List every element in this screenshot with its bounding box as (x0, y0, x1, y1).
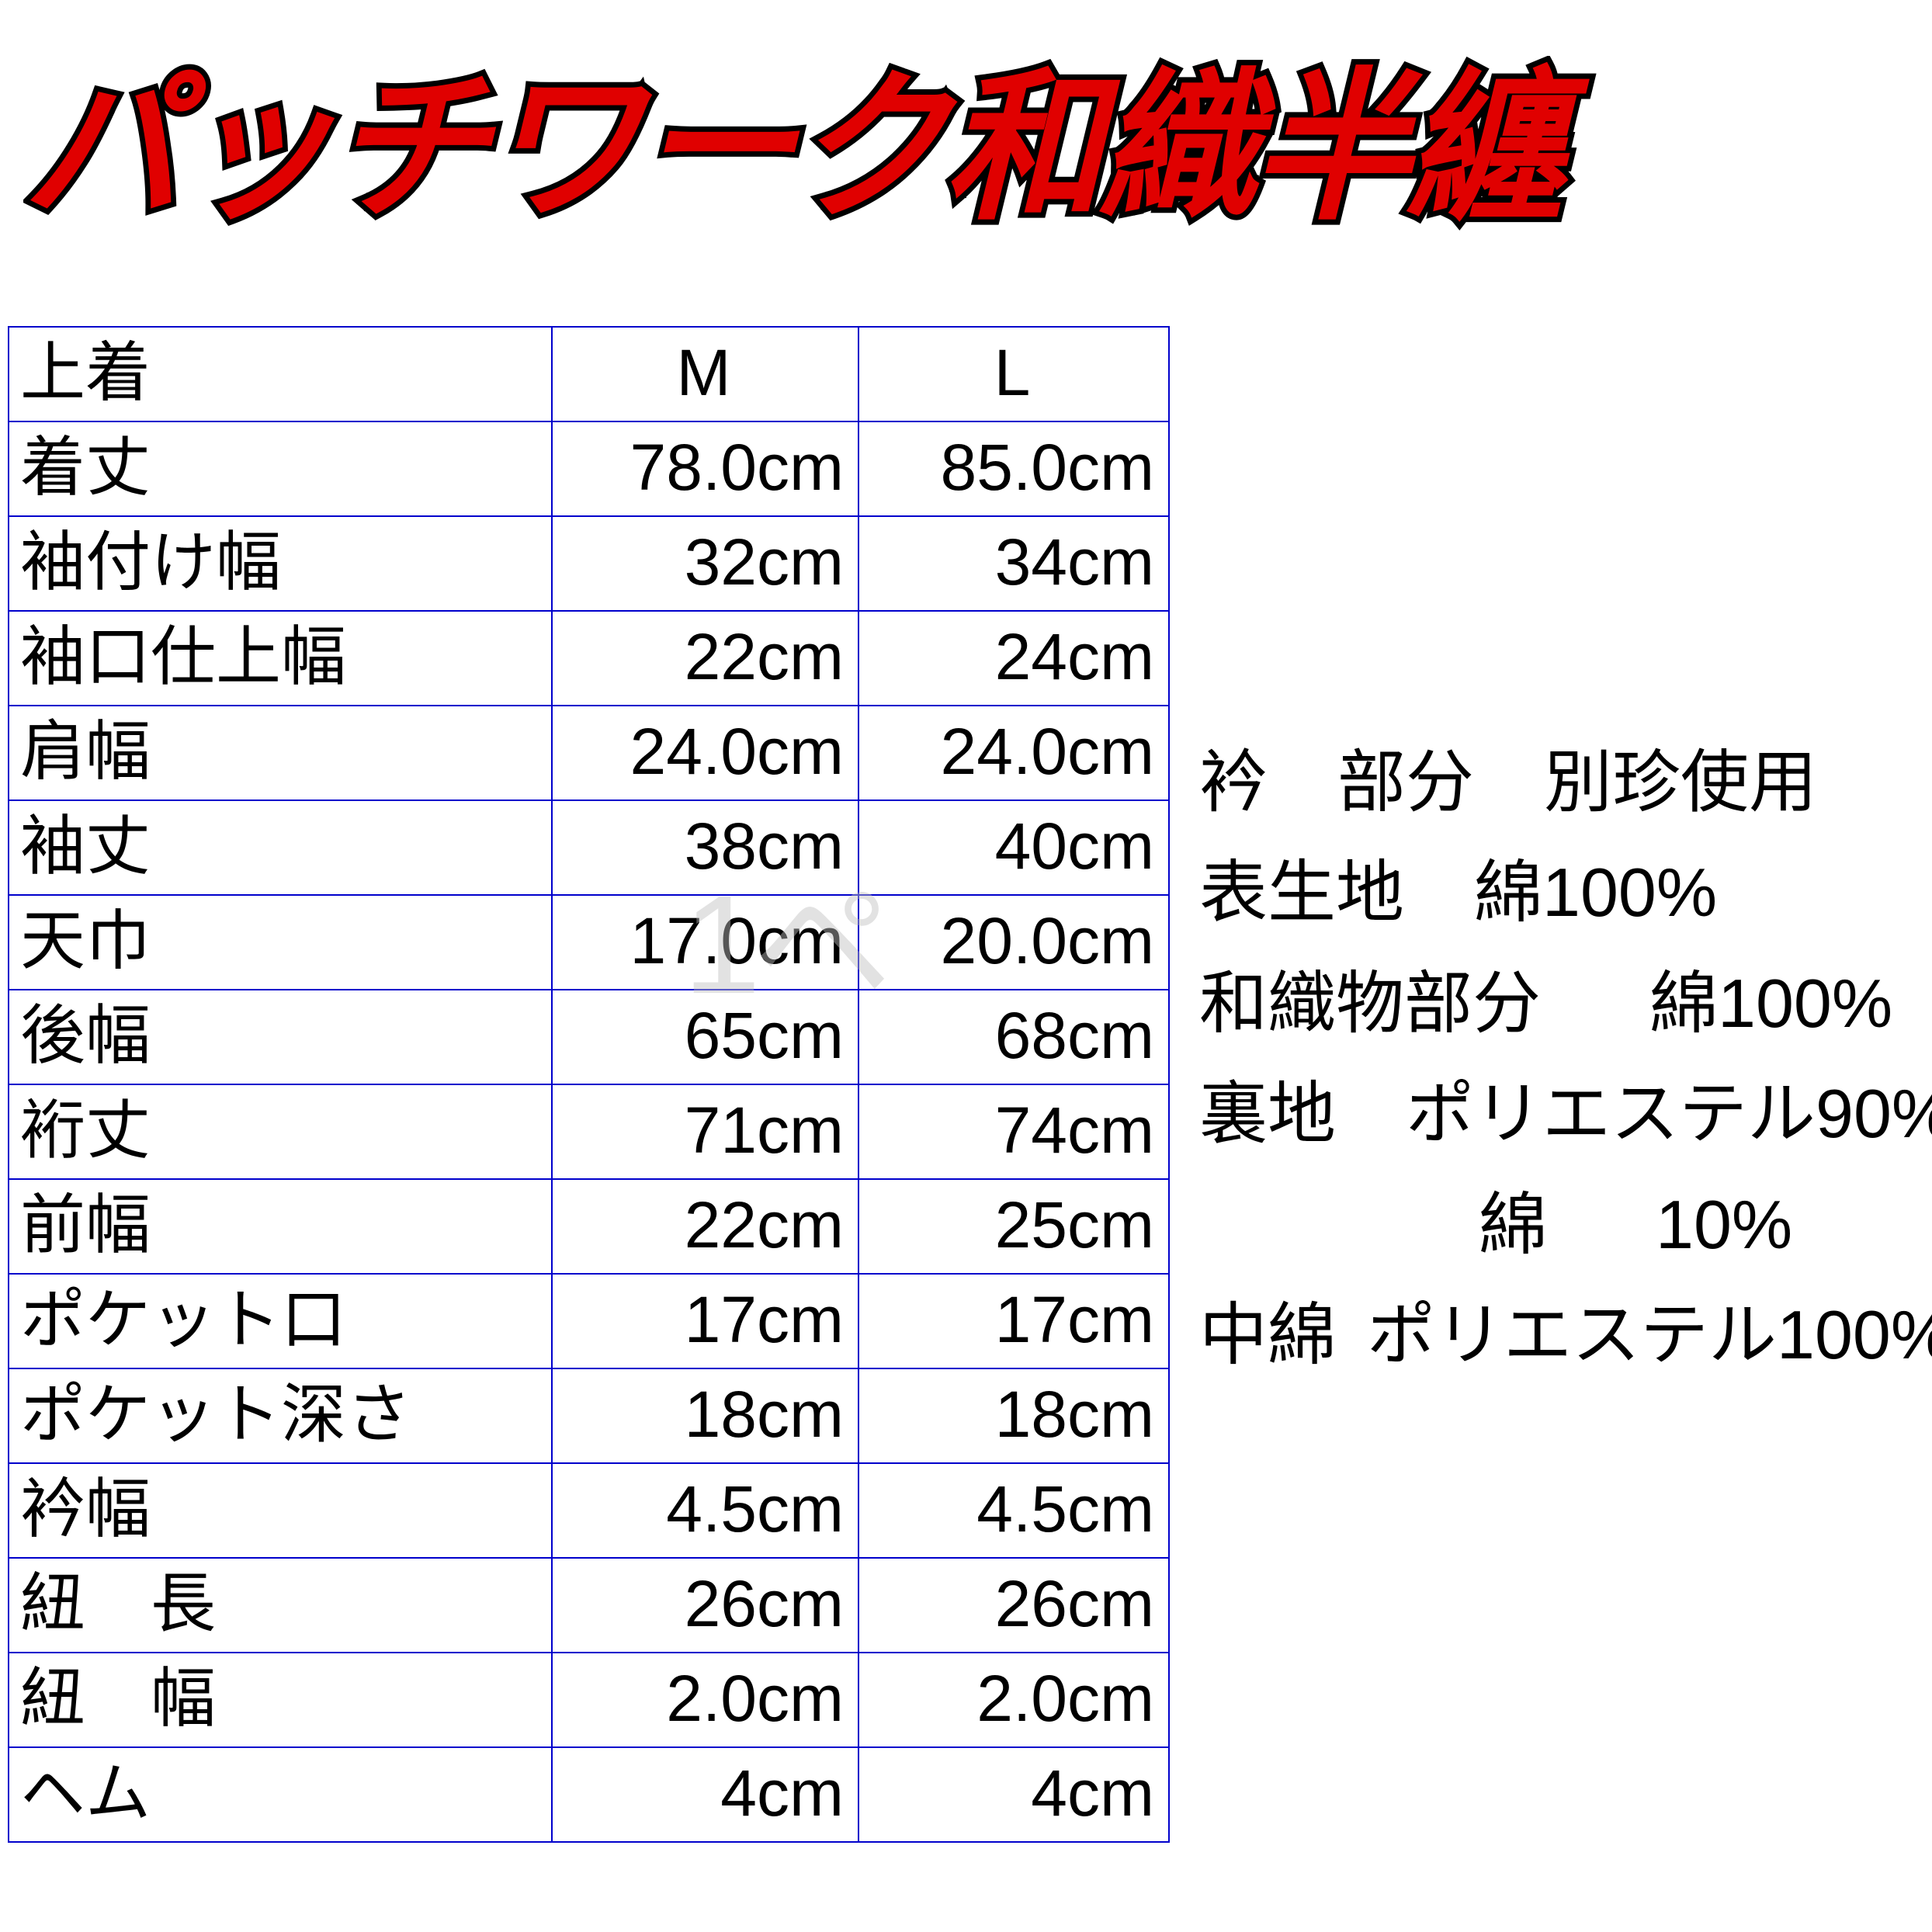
materials-line: 表生地綿100% (1199, 840, 1929, 945)
materials-text: 中綿 (1199, 1296, 1336, 1373)
size-row-label: ポケット口 (9, 1274, 552, 1368)
size-row-l: 25cm (858, 1179, 1169, 1274)
table-row: 裄丈71cm74cm (9, 1084, 1169, 1179)
materials-text: 綿100% (1649, 965, 1892, 1042)
size-row-label: ポケット深さ (9, 1368, 552, 1463)
table-row: 後幅65cm68cm (9, 990, 1169, 1084)
materials-panel: 衿部分別珍使用表生地綿100%和織物部分綿100%裏地ポリエステル90%綿10%… (1199, 730, 1929, 1393)
table-row: 紐 長26cm26cm (9, 1558, 1169, 1653)
materials-line: 中綿ポリエステル100% (1199, 1282, 1929, 1388)
materials-text: 10% (1656, 1186, 1792, 1263)
size-row-m: 71cm (552, 1084, 858, 1179)
table-row: 袖付け幅32cm34cm (9, 516, 1169, 611)
size-row-label: 袖口仕上幅 (9, 611, 552, 706)
materials-line: 裏地ポリエステル90% (1199, 1061, 1929, 1167)
materials-text: 裏地 (1199, 1075, 1336, 1152)
size-row-label: 後幅 (9, 990, 552, 1084)
table-row: 天巾17.0cm20.0cm (9, 895, 1169, 990)
materials-text: 部分 (1337, 744, 1474, 820)
size-row-m: 78.0cm (552, 421, 858, 516)
size-table: 上着 M L 着丈78.0cm85.0cm袖付け幅32cm34cm袖口仕上幅22… (8, 326, 1170, 1843)
materials-line: 和織物部分 綿100% (1199, 951, 1929, 1056)
size-row-l: 74cm (858, 1084, 1169, 1179)
size-row-l: 68cm (858, 990, 1169, 1084)
page-title: パッチワーク和織半纏 (23, 16, 1559, 251)
size-row-l: 18cm (858, 1368, 1169, 1463)
materials-text: ポリエステル100% (1367, 1296, 1932, 1373)
table-row: 袖丈38cm40cm (9, 800, 1169, 895)
table-row: ポケット深さ18cm18cm (9, 1368, 1169, 1463)
size-table-wrap: 上着 M L 着丈78.0cm85.0cm袖付け幅32cm34cm袖口仕上幅22… (8, 326, 1168, 1843)
size-row-label: 裄丈 (9, 1084, 552, 1179)
size-row-l: 4.5cm (858, 1463, 1169, 1558)
size-row-label: 前幅 (9, 1179, 552, 1274)
size-row-l: 4cm (858, 1747, 1169, 1842)
size-table-header-label: 上着 (9, 327, 552, 421)
size-row-m: 22cm (552, 1179, 858, 1274)
table-row: 紐 幅2.0cm2.0cm (9, 1653, 1169, 1747)
table-row: ポケット口17cm17cm (9, 1274, 1169, 1368)
size-row-l: 24.0cm (858, 706, 1169, 800)
size-row-l: 85.0cm (858, 421, 1169, 516)
size-row-l: 2.0cm (858, 1653, 1169, 1747)
size-row-l: 26cm (858, 1558, 1169, 1653)
size-row-m: 22cm (552, 611, 858, 706)
size-row-l: 34cm (858, 516, 1169, 611)
table-row: ヘム4cm4cm (9, 1747, 1169, 1842)
size-row-label: 紐 長 (9, 1558, 552, 1653)
materials-text: 綿100% (1474, 854, 1717, 931)
size-table-header-m: M (552, 327, 858, 421)
materials-text: 別珍使用 (1544, 744, 1817, 820)
table-row: 袖口仕上幅22cm24cm (9, 611, 1169, 706)
size-row-m: 2.0cm (552, 1653, 858, 1747)
table-row: 着丈78.0cm85.0cm (9, 421, 1169, 516)
size-row-m: 4cm (552, 1747, 858, 1842)
size-row-l: 17cm (858, 1274, 1169, 1368)
table-row: 前幅22cm25cm (9, 1179, 1169, 1274)
size-row-label: 袖丈 (9, 800, 552, 895)
size-row-m: 17.0cm (552, 895, 858, 990)
materials-line: 綿 10% (1199, 1172, 1929, 1278)
size-row-label: 袖付け幅 (9, 516, 552, 611)
size-row-l: 20.0cm (858, 895, 1169, 990)
size-row-label: 肩幅 (9, 706, 552, 800)
table-row: 肩幅24.0cm24.0cm (9, 706, 1169, 800)
size-row-m: 24.0cm (552, 706, 858, 800)
size-row-m: 32cm (552, 516, 858, 611)
content-row: 上着 M L 着丈78.0cm85.0cm袖付け幅32cm34cm袖口仕上幅22… (0, 326, 1932, 1843)
size-row-m: 18cm (552, 1368, 858, 1463)
size-row-l: 24cm (858, 611, 1169, 706)
size-row-l: 40cm (858, 800, 1169, 895)
size-table-header-l: L (858, 327, 1169, 421)
materials-text: 綿 (1479, 1186, 1547, 1263)
size-row-m: 4.5cm (552, 1463, 858, 1558)
materials-text: 衿 (1199, 744, 1268, 820)
materials-text: 表生地 (1199, 854, 1404, 931)
size-row-label: ヘム (9, 1747, 552, 1842)
materials-line: 衿部分別珍使用 (1199, 730, 1929, 835)
size-table-body: 着丈78.0cm85.0cm袖付け幅32cm34cm袖口仕上幅22cm24cm肩… (9, 421, 1169, 1842)
size-row-label: 天巾 (9, 895, 552, 990)
table-row: 衿幅4.5cm4.5cm (9, 1463, 1169, 1558)
size-table-header-row: 上着 M L (9, 327, 1169, 421)
size-row-m: 17cm (552, 1274, 858, 1368)
size-row-label: 衿幅 (9, 1463, 552, 1558)
materials-text: 和織物部分 (1199, 965, 1541, 1042)
size-row-label: 着丈 (9, 421, 552, 516)
materials-text: ポリエステル90% (1406, 1075, 1932, 1152)
size-row-label: 紐 幅 (9, 1653, 552, 1747)
size-row-m: 65cm (552, 990, 858, 1084)
size-row-m: 26cm (552, 1558, 858, 1653)
page-root: パッチワーク和織半纏 1ペ 上着 M L 着丈78.0cm85.0cm袖付け幅3… (0, 0, 1932, 1932)
size-row-m: 38cm (552, 800, 858, 895)
